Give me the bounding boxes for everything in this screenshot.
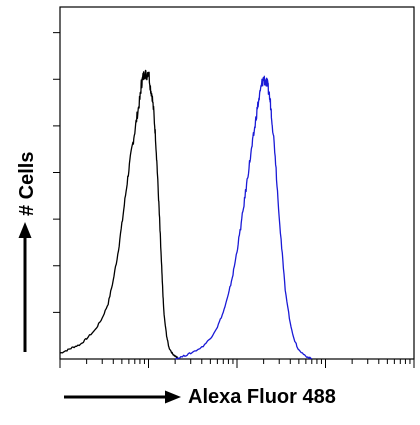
x-axis-label: Alexa Fluor 488 — [188, 386, 336, 408]
x-axis-ticks — [59, 359, 415, 368]
series-line-2 — [174, 75, 313, 360]
plot-frame — [59, 6, 415, 360]
y-axis-ticks — [53, 32, 60, 313]
y-axis-label-group: # Cells — [16, 152, 38, 352]
y-axis-label: # Cells — [16, 152, 38, 216]
x-axis-arrow-head — [165, 390, 181, 404]
series-layer — [59, 69, 313, 360]
x-axis-label-group: Alexa Fluor 488 — [64, 386, 336, 408]
y-axis-arrow-head — [18, 222, 32, 238]
series-line-1 — [59, 69, 180, 360]
